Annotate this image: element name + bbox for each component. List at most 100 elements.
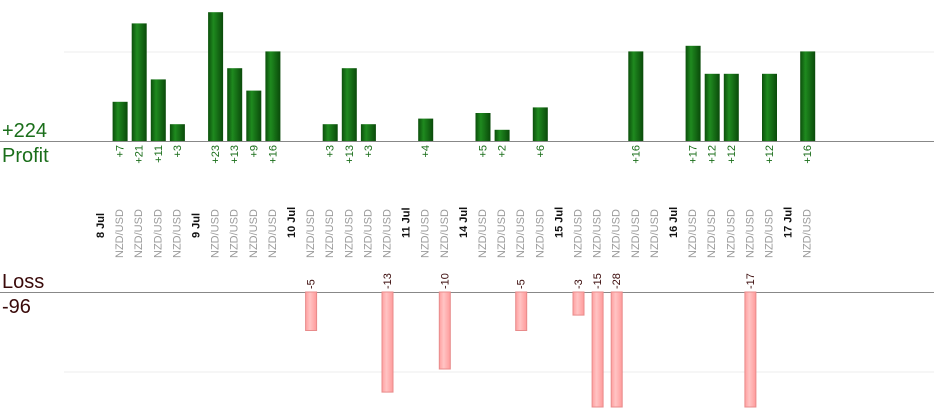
profit-label: Profit <box>2 145 49 167</box>
profit-bar <box>112 101 128 141</box>
pair-label: NZD/USD <box>152 209 164 258</box>
date-label: 8 Jul <box>95 213 107 238</box>
pair-label: NZD/USD <box>725 209 737 258</box>
loss-bar <box>305 291 318 331</box>
profit-value-label: +5 <box>478 145 490 158</box>
pair-label: NZD/USD <box>534 209 546 258</box>
profit-bar <box>800 51 816 141</box>
date-label: 15 Jul <box>553 207 565 238</box>
bar-labels: 8 Jul NZD/USD +7 NZD/USD +21 NZD/USD +11 NZD/US… <box>95 145 814 289</box>
date-label: 16 Jul <box>668 207 680 238</box>
pair-label: NZD/USD <box>592 209 604 258</box>
profit-value-label: +12 <box>764 145 776 164</box>
profit-bar <box>685 45 701 141</box>
pair-label: NZD/USD <box>764 209 776 258</box>
loss-bar <box>438 291 451 370</box>
profit-bar <box>341 68 357 141</box>
pair-label: NZD/USD <box>362 209 374 258</box>
pair-label: NZD/USD <box>802 209 814 258</box>
profit-bar <box>208 12 224 142</box>
profit-value-label: +12 <box>726 145 738 164</box>
loss-value-label: -10 <box>439 273 451 289</box>
date-label: 17 Jul <box>783 207 795 238</box>
pair-label: NZD/USD <box>324 209 336 258</box>
profit-bars <box>112 12 816 142</box>
pair-label: NZD/USD <box>420 209 432 258</box>
profit-bar <box>360 124 376 141</box>
pair-label: NZD/USD <box>267 209 279 258</box>
pair-label: NZD/USD <box>744 209 756 258</box>
profit-value-label: +23 <box>210 145 222 164</box>
profit-value-label: +7 <box>115 145 127 158</box>
loss-bar <box>610 291 623 408</box>
profit-value-label: +3 <box>363 145 375 158</box>
profit-bar <box>150 79 166 141</box>
loss-value-label: -13 <box>382 273 394 289</box>
loss-value-label: -3 <box>573 279 585 289</box>
loss-bar <box>744 291 757 408</box>
profit-value-label: +13 <box>229 145 241 164</box>
pair-label: NZD/USD <box>649 209 661 258</box>
pair-label: NZD/USD <box>496 209 508 258</box>
pair-label: NZD/USD <box>382 209 394 258</box>
profit-value-label: +16 <box>267 145 279 164</box>
loss-label: Loss <box>2 271 44 293</box>
profit-value-label: +6 <box>535 145 547 158</box>
profit-bar <box>475 113 491 141</box>
pair-label: NZD/USD <box>687 209 699 258</box>
profit-value-label: +17 <box>688 145 700 164</box>
pair-label: NZD/USD <box>133 209 145 258</box>
profit-value-label: +2 <box>497 145 509 158</box>
profit-total: +224 <box>2 120 47 142</box>
profit-value-label: +16 <box>630 145 642 164</box>
profit-value-label: +16 <box>802 145 814 164</box>
profit-bar <box>723 73 739 141</box>
profit-bar <box>169 124 185 141</box>
pair-label: NZD/USD <box>439 209 451 258</box>
loss-bar <box>591 291 604 408</box>
profit-value-label: +4 <box>420 145 432 158</box>
pair-label: NZD/USD <box>210 209 222 258</box>
profit-bar <box>704 73 720 141</box>
profit-value-label: +9 <box>248 145 260 158</box>
loss-bar <box>572 291 585 316</box>
pair-label: NZD/USD <box>515 209 527 258</box>
profit-value-label: +11 <box>153 145 165 163</box>
profit-bar <box>227 68 243 141</box>
pair-label: NZD/USD <box>114 209 126 258</box>
date-label: 10 Jul <box>286 207 298 238</box>
profit-bar <box>494 129 510 141</box>
loss-bar <box>515 291 528 331</box>
pair-label: NZD/USD <box>706 209 718 258</box>
profit-bar <box>762 73 777 141</box>
profit-bar <box>418 118 434 141</box>
pair-label: NZD/USD <box>477 209 489 258</box>
profit-bar <box>532 107 548 141</box>
profit-value-label: +12 <box>707 145 719 164</box>
loss-total: -96 <box>2 296 31 318</box>
pair-label: NZD/USD <box>248 209 260 258</box>
pair-label: NZD/USD <box>305 209 317 258</box>
profit-bar <box>322 124 338 141</box>
loss-value-label: -5 <box>516 279 528 289</box>
profit-bar <box>265 51 281 141</box>
profit-bar <box>131 23 147 141</box>
pair-label: NZD/USD <box>229 209 241 258</box>
profit-bar <box>628 51 644 141</box>
date-label: 11 Jul <box>401 207 413 238</box>
loss-value-label: -17 <box>745 273 757 289</box>
pair-label: NZD/USD <box>630 209 642 258</box>
profit-value-label: +21 <box>134 145 146 164</box>
pair-label: NZD/USD <box>611 209 623 258</box>
profit-value-label: +3 <box>325 145 337 158</box>
profit-bar <box>246 90 262 141</box>
date-label: 9 Jul <box>191 213 203 238</box>
profit-value-label: +3 <box>172 145 184 158</box>
pair-label: NZD/USD <box>343 209 355 258</box>
loss-value-label: -5 <box>306 279 318 289</box>
pair-label: NZD/USD <box>171 209 183 258</box>
date-label: 14 Jul <box>458 207 470 238</box>
loss-bar <box>381 291 394 393</box>
loss-bars <box>305 291 757 408</box>
